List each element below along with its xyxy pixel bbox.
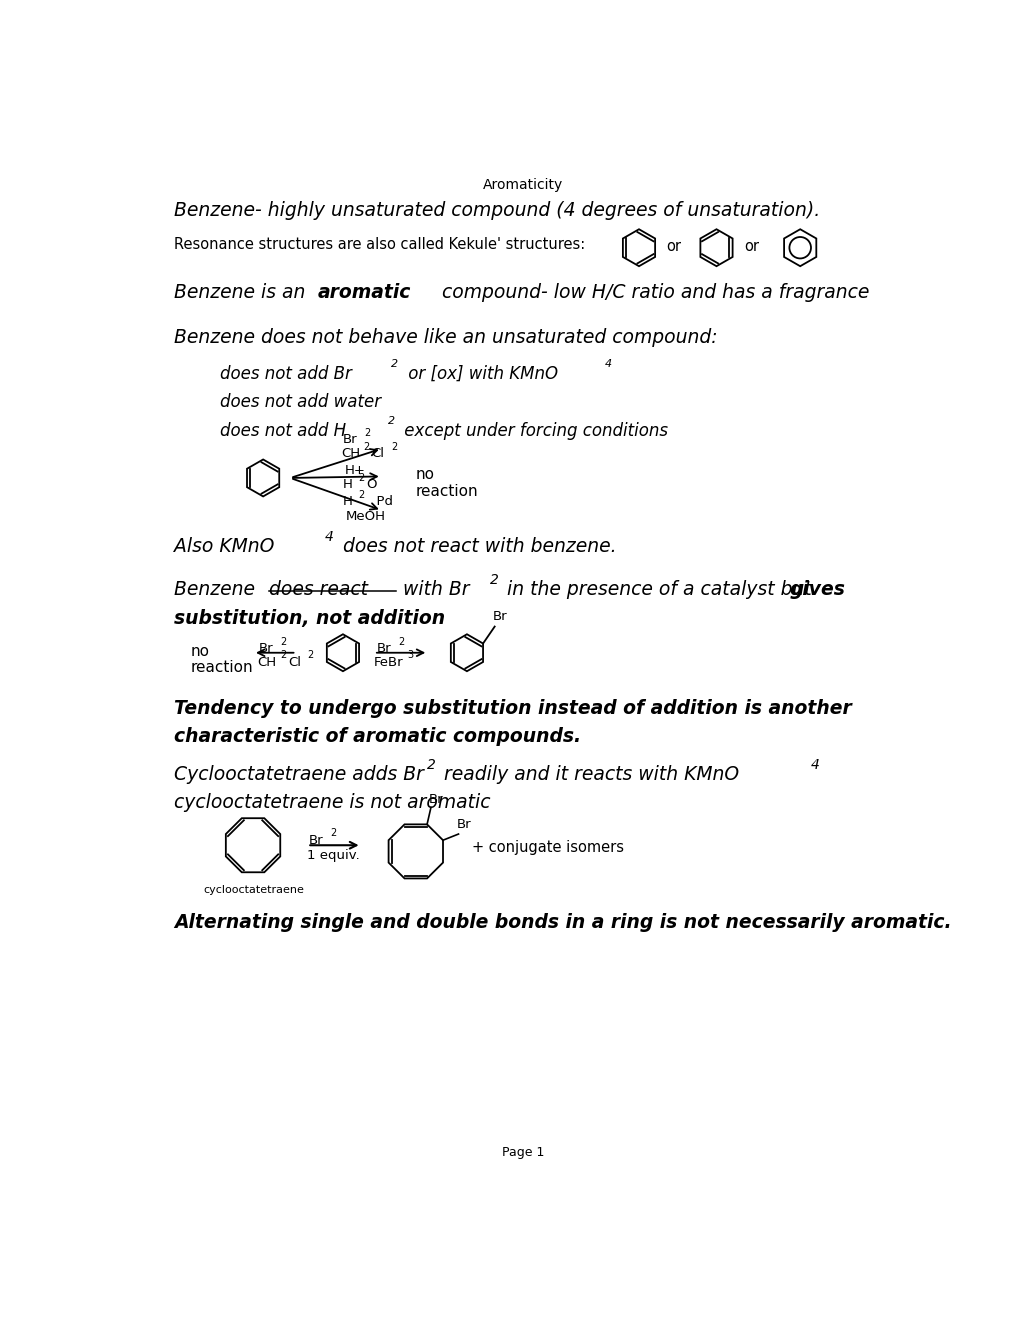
- Text: 2: 2: [280, 638, 286, 647]
- Text: CH: CH: [341, 447, 360, 461]
- Text: gives: gives: [790, 581, 845, 599]
- Text: 1 equiv.: 1 equiv.: [307, 849, 360, 862]
- Text: 4: 4: [324, 531, 333, 544]
- Text: MeOH: MeOH: [345, 511, 385, 523]
- Text: cyclooctatetraene is not aromatic: cyclooctatetraene is not aromatic: [174, 793, 490, 812]
- Text: Cl: Cl: [287, 656, 301, 669]
- Text: aromatic: aromatic: [318, 284, 411, 302]
- Text: Br: Br: [428, 793, 443, 807]
- Text: does not add Br: does not add Br: [220, 364, 352, 383]
- Text: 2: 2: [280, 651, 286, 660]
- Text: readily and it reacts with KMnO: readily and it reacts with KMnO: [437, 766, 738, 784]
- Text: 2: 2: [426, 758, 435, 772]
- Text: with Br: with Br: [396, 581, 469, 599]
- Text: or: or: [665, 239, 681, 253]
- Text: Br: Br: [457, 818, 471, 832]
- Text: Benzene is an: Benzene is an: [174, 284, 311, 302]
- Text: 2: 2: [387, 416, 394, 425]
- Text: 2: 2: [390, 442, 396, 451]
- Text: CH: CH: [258, 656, 276, 669]
- Text: no: no: [191, 644, 210, 659]
- Text: 2: 2: [365, 428, 371, 438]
- Text: cyclooctatetraene: cyclooctatetraene: [203, 886, 304, 895]
- Text: or: or: [744, 239, 759, 253]
- Text: 2: 2: [397, 638, 404, 647]
- Text: Pd: Pd: [368, 495, 392, 508]
- Text: Aromaticity: Aromaticity: [482, 178, 562, 191]
- Text: reaction: reaction: [416, 484, 478, 499]
- Text: 2: 2: [307, 651, 313, 660]
- Text: does react: does react: [269, 581, 368, 599]
- Text: reaction: reaction: [191, 660, 254, 675]
- Text: compound- low H/C ratio and has a fragrance: compound- low H/C ratio and has a fragra…: [435, 284, 868, 302]
- Text: Resonance structures are also called Kekule' structures:: Resonance structures are also called Kek…: [174, 238, 585, 252]
- Text: 4: 4: [810, 758, 819, 772]
- Text: Page 1: Page 1: [501, 1146, 543, 1159]
- Text: does not react with benzene.: does not react with benzene.: [336, 537, 615, 556]
- Text: 2: 2: [490, 573, 498, 587]
- Text: Br: Br: [342, 433, 358, 446]
- Text: O: O: [366, 478, 376, 491]
- Text: Cl: Cl: [371, 447, 383, 461]
- Text: no: no: [416, 467, 434, 482]
- Text: 3: 3: [407, 651, 413, 660]
- Text: Br: Br: [377, 642, 391, 655]
- Text: Cyclooctatetraene adds Br: Cyclooctatetraene adds Br: [174, 766, 424, 784]
- Text: or [ox] with KMnO: or [ox] with KMnO: [403, 364, 557, 383]
- Text: Tendency to undergo substitution instead of addition is another: Tendency to undergo substitution instead…: [174, 700, 851, 718]
- Text: characteristic of aromatic compounds.: characteristic of aromatic compounds.: [174, 726, 581, 746]
- Text: 2: 2: [390, 359, 397, 368]
- Text: 2: 2: [329, 829, 335, 838]
- Text: H+: H+: [344, 465, 365, 477]
- Text: in the presence of a catalyst but: in the presence of a catalyst but: [500, 581, 817, 599]
- Text: H: H: [342, 478, 353, 491]
- Text: Also KMnO: Also KMnO: [174, 537, 274, 556]
- Text: substitution, not addition: substitution, not addition: [174, 609, 444, 628]
- Text: 2: 2: [358, 490, 365, 499]
- Text: Br: Br: [492, 610, 506, 623]
- Text: H: H: [342, 495, 353, 508]
- Text: 4: 4: [604, 359, 611, 368]
- Text: Benzene- highly unsaturated compound (4 degrees of unsaturation).: Benzene- highly unsaturated compound (4 …: [174, 201, 819, 219]
- Text: Br: Br: [259, 642, 274, 655]
- Text: Alternating single and double bonds in a ring is not necessarily aromatic.: Alternating single and double bonds in a…: [174, 913, 951, 932]
- Text: FeBr: FeBr: [374, 656, 404, 669]
- Text: + conjugate isomers: + conjugate isomers: [472, 840, 624, 855]
- Text: does not add H: does not add H: [220, 422, 346, 440]
- Text: 2: 2: [363, 442, 369, 451]
- Text: except under forcing conditions: except under forcing conditions: [398, 422, 667, 440]
- Text: Benzene: Benzene: [174, 581, 261, 599]
- Text: Br: Br: [309, 834, 323, 846]
- Text: 2: 2: [358, 473, 365, 483]
- Text: Benzene does not behave like an unsaturated compound:: Benzene does not behave like an unsatura…: [174, 327, 717, 347]
- Text: does not add water: does not add water: [220, 393, 381, 412]
